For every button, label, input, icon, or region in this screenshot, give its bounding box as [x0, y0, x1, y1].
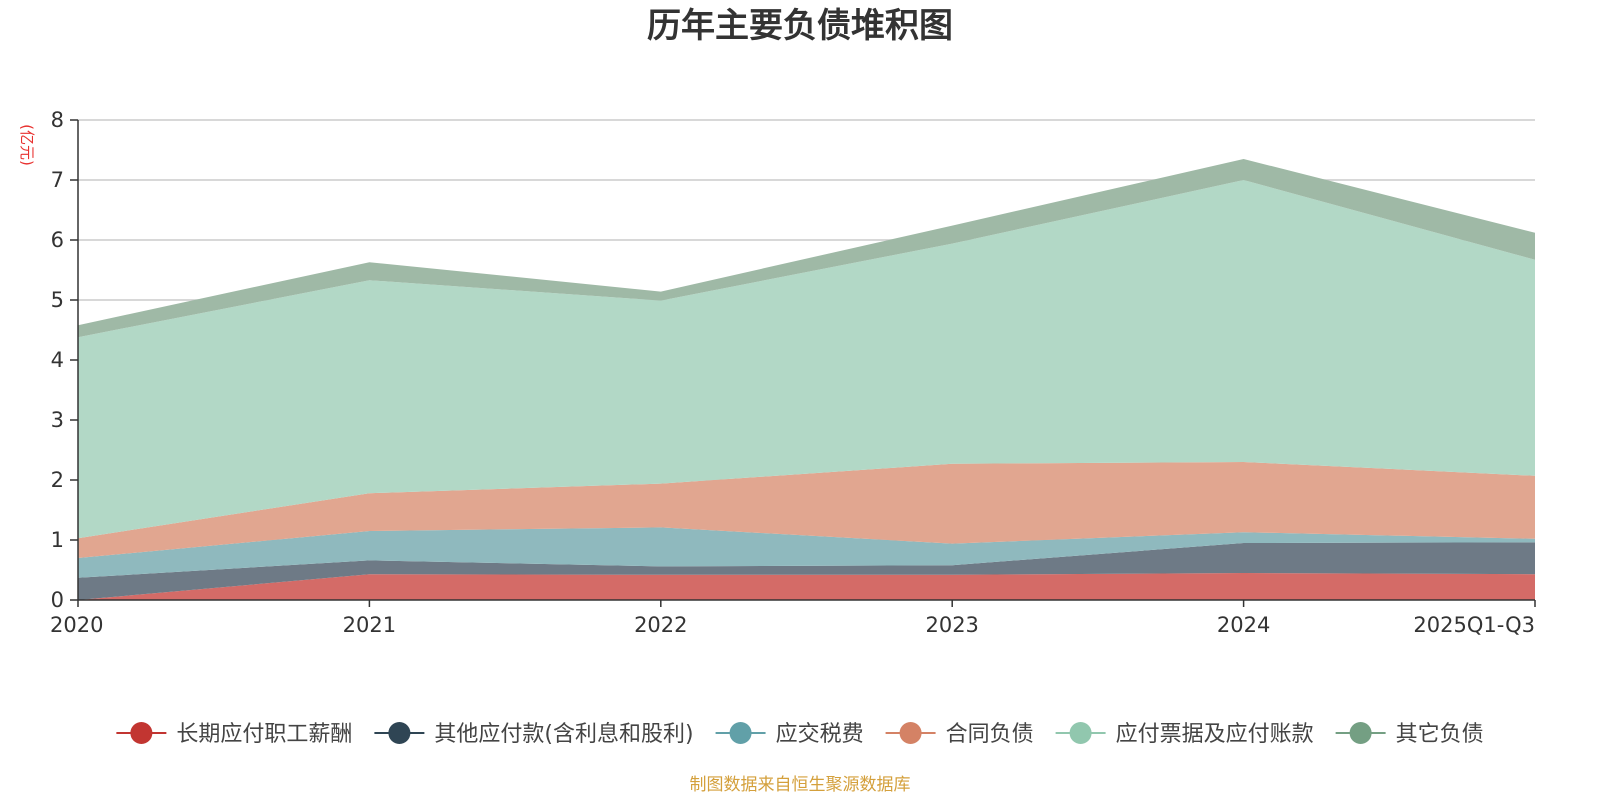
area-series-5 [78, 180, 1535, 539]
area-series-1 [78, 573, 1535, 600]
x-tick-label: 2021 [343, 613, 396, 637]
legend-item[interactable]: 应付票据及应付账款 [1055, 722, 1314, 747]
legend-marker [1349, 722, 1372, 744]
y-axis-unit: (亿元) [18, 124, 36, 166]
area-series-2 [78, 542, 1535, 600]
area-series-4 [78, 462, 1535, 558]
legend-item[interactable]: 其他应付款(含利息和股利) [374, 722, 694, 747]
legend-label: 长期应付职工薪酬 [176, 722, 352, 747]
tick-labels: 0 1 2 3 4 5 6 7 8 2020 2021 2022 2023 2024 2025Q1-Q3 [50, 108, 1535, 637]
y-tick-label: 3 [51, 408, 64, 432]
x-tick-label: 2020 [50, 613, 103, 637]
legend-item[interactable]: 其它负债 [1335, 722, 1484, 747]
source-note: 制图数据来自恒生聚源数据库 [690, 775, 911, 795]
legend-marker [899, 722, 922, 744]
legend-label: 合同负债 [946, 722, 1034, 747]
legend-item[interactable]: 合同负债 [885, 722, 1034, 747]
y-tick-label: 4 [51, 348, 64, 372]
y-tick-label: 0 [51, 588, 64, 612]
x-tick-label: 2025Q1-Q3 [1413, 613, 1535, 637]
legend-marker [729, 722, 752, 744]
legend-marker [1069, 722, 1092, 744]
area-series [78, 159, 1535, 600]
legend-item[interactable]: 应交税费 [715, 722, 864, 747]
y-tick-label: 1 [51, 528, 64, 552]
area-series-3 [78, 527, 1535, 578]
y-tick-label: 6 [51, 228, 64, 252]
legend-marker [130, 722, 153, 744]
legend-label: 其他应付款(含利息和股利) [434, 722, 693, 747]
legend-label: 其它负债 [1396, 722, 1484, 747]
x-tick-label: 2022 [634, 613, 687, 637]
y-tick-label: 2 [51, 468, 64, 492]
chart-title: 历年主要负债堆积图 [647, 6, 953, 46]
y-tick-label: 5 [51, 288, 64, 312]
y-tick-label: 7 [51, 168, 64, 192]
legend-label: 应付票据及应付账款 [1116, 722, 1314, 747]
x-tick-label: 2024 [1217, 613, 1270, 637]
legend-item[interactable]: 长期应付职工薪酬 [116, 722, 352, 747]
legend-label: 应交税费 [776, 722, 864, 747]
legend-marker [388, 722, 411, 744]
x-tick-label: 2023 [925, 613, 978, 637]
y-tick-label: 8 [51, 108, 64, 132]
axes [70, 119, 1536, 607]
legend[interactable]: 长期应付职工薪酬 其他应付款(含利息和股利) 应交税费 合同负债 应付票据及应付账款 其它… [116, 722, 1484, 747]
